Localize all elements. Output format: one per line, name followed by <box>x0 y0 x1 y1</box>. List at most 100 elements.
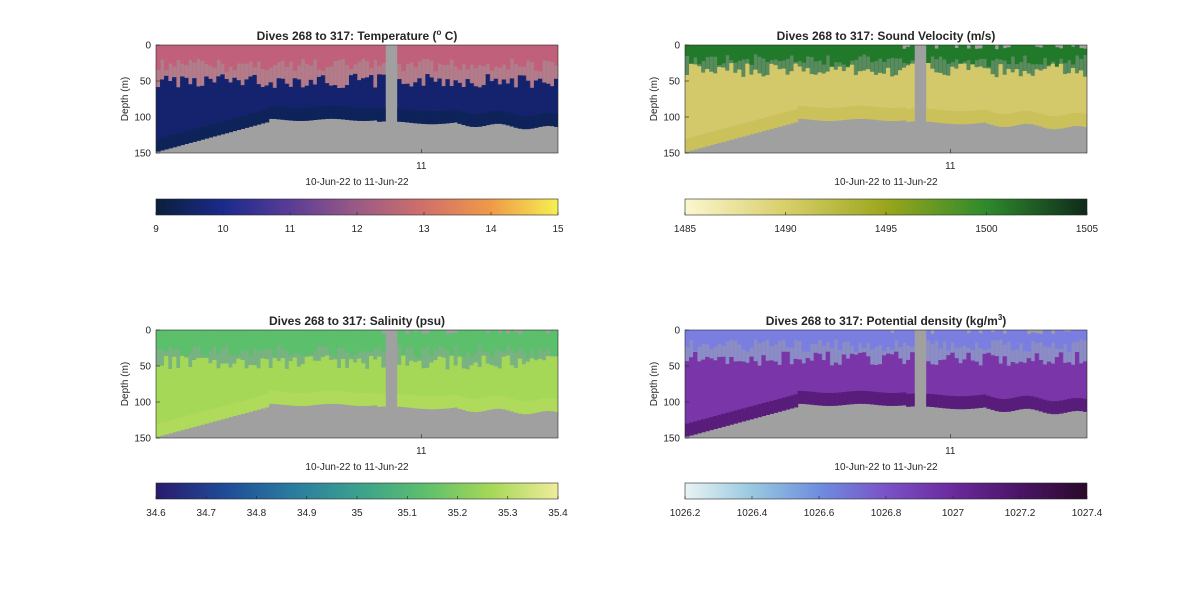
bottom-cell <box>445 395 450 408</box>
bottom-cell <box>810 392 815 405</box>
transition-cell <box>196 347 201 358</box>
transition-cell <box>236 356 241 359</box>
bottom-cell <box>810 107 815 120</box>
surface-cell <box>325 330 330 348</box>
bottom-cell <box>1035 397 1040 410</box>
surface-cell <box>757 330 762 343</box>
transition-cell <box>926 340 931 361</box>
surface-cell <box>522 45 527 67</box>
bottom-cell <box>991 112 996 125</box>
transition-cell <box>713 57 718 74</box>
transition-cell <box>978 59 983 67</box>
x-tick-label: 11 <box>945 161 956 172</box>
surface-cell <box>978 333 983 348</box>
bottom-cell <box>425 111 430 124</box>
surface-cell <box>798 45 803 61</box>
bottom-cell <box>510 114 515 127</box>
surface-cell <box>466 330 471 352</box>
surface-cell <box>866 330 871 343</box>
surface-cell <box>542 45 547 60</box>
transition-cell <box>709 57 714 72</box>
surface-cell <box>1055 330 1060 349</box>
surface-cell <box>333 45 338 61</box>
bottom-cell <box>934 394 939 407</box>
bottom-cell <box>970 111 975 124</box>
bottom-cell <box>705 133 710 146</box>
transition-cell <box>550 62 555 86</box>
bottom-cell <box>550 398 555 411</box>
surface-cell <box>433 330 438 350</box>
surface-cell <box>349 45 354 69</box>
y-tick-label: 150 <box>663 434 680 445</box>
surface-cell <box>172 45 177 67</box>
bottom-cell <box>1023 111 1028 124</box>
transition-cell <box>773 60 778 66</box>
surface-cell <box>1047 45 1052 65</box>
surface-cell <box>156 45 161 70</box>
bottom-cell <box>1055 401 1060 414</box>
bottom-cell <box>826 393 831 406</box>
transition-cell <box>453 346 458 366</box>
transition-cell <box>862 54 867 70</box>
transition-cell <box>999 60 1004 64</box>
surface-cell <box>510 45 515 59</box>
surface-cell <box>184 45 189 65</box>
surface-cell <box>878 45 883 59</box>
transition-cell <box>685 56 690 75</box>
y-tick-label: 0 <box>145 326 151 337</box>
bottom-cell <box>950 111 955 124</box>
surface-cell <box>802 45 807 63</box>
transition-cell <box>991 340 996 355</box>
surface-cell <box>1027 45 1032 63</box>
bottom-cell <box>894 393 899 406</box>
chart-title: Dives 268 to 317: Potential density (kg/… <box>766 313 1007 328</box>
bottom-cell <box>982 110 987 123</box>
transition-cell <box>898 59 903 71</box>
surface-cell <box>818 330 823 340</box>
bottom-cell <box>381 109 386 122</box>
surface-cell <box>522 330 527 351</box>
surface-cell <box>1011 45 1016 57</box>
bottom-cell <box>466 113 471 126</box>
surface-cell <box>449 45 454 60</box>
surface-cell <box>345 45 350 65</box>
surface-cell <box>486 333 491 352</box>
surface-cell <box>357 330 362 351</box>
bottom-cell <box>204 126 209 139</box>
surface-cell <box>164 330 169 353</box>
transition-cell <box>357 62 362 80</box>
bottom-cell <box>542 398 547 411</box>
bottom-cell <box>212 123 217 136</box>
y-axis-label: Depth (m) <box>649 362 660 406</box>
surface-cell <box>777 45 782 61</box>
transition-cell <box>449 60 454 86</box>
transition-cell <box>240 64 245 85</box>
transition-cell <box>862 348 867 352</box>
transition-cell <box>345 352 350 368</box>
transition-cell <box>333 356 338 359</box>
surface-cell <box>737 330 742 345</box>
surface-cell <box>737 45 742 61</box>
surface-cell <box>1075 330 1080 342</box>
surface-cell <box>974 330 979 342</box>
transition-cell <box>228 67 233 83</box>
y-tick-label: 50 <box>140 362 152 373</box>
bottom-cell <box>421 111 426 124</box>
bottom-cell <box>437 111 442 124</box>
transition-cell <box>212 346 217 359</box>
bottom-cell <box>518 401 523 414</box>
bottom-cell <box>466 398 471 411</box>
surface-cell <box>192 45 197 63</box>
transition-cell <box>781 60 786 68</box>
surface-cell <box>281 45 286 61</box>
transition-cell <box>518 347 523 358</box>
surface-cell <box>397 45 402 64</box>
transition-cell <box>200 355 205 358</box>
bottom-cell <box>192 129 197 142</box>
surface-cell <box>534 45 539 70</box>
transition-cell <box>510 350 515 365</box>
transition-cell <box>777 341 782 365</box>
transition-cell <box>550 355 555 356</box>
surface-cell <box>433 45 438 71</box>
surface-cell <box>689 330 694 340</box>
